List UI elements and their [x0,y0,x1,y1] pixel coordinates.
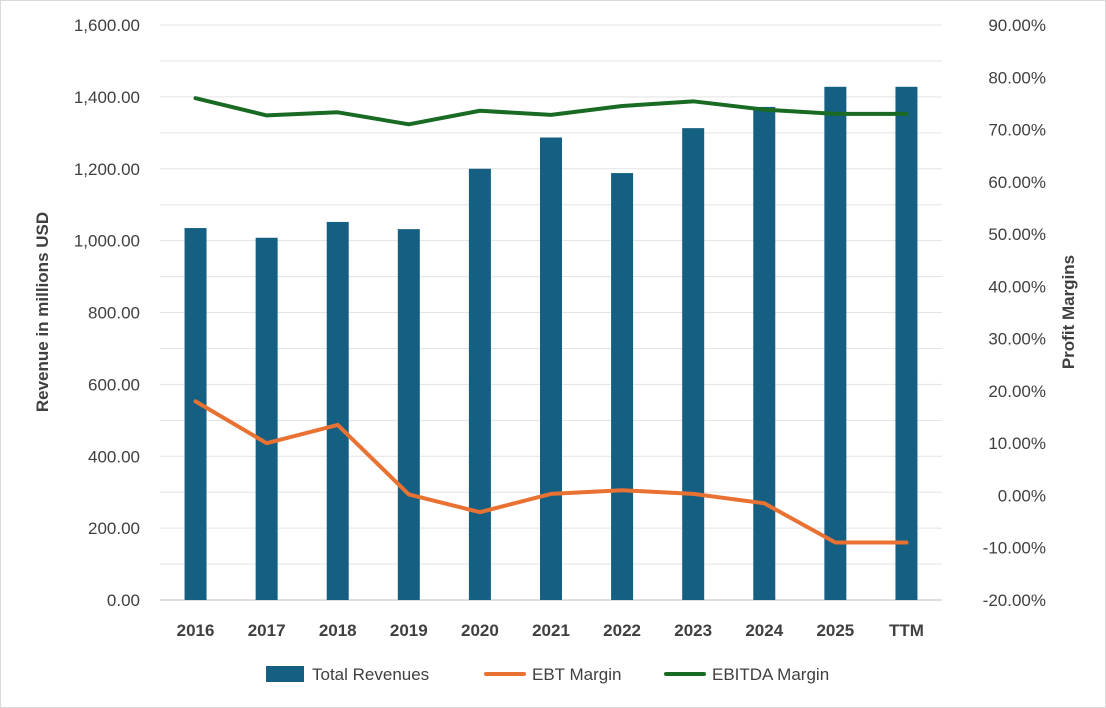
y2-tick-label: -20.00% [983,591,1046,610]
y-tick-label: 1,400.00 [74,88,140,107]
x-tick-label: 2023 [674,621,712,640]
bar-total-revenues [611,173,634,600]
y2-tick-label: 80.00% [988,68,1046,87]
x-tick-label: 2016 [177,621,215,640]
y-tick-label: 600.00 [88,375,140,394]
y2-tick-label: 40.00% [988,277,1046,296]
bar-total-revenues [824,86,847,600]
y2-tick-label: 60.00% [988,173,1046,192]
x-tick-label: 2018 [319,621,357,640]
bar-total-revenues [468,168,491,600]
y2-tick-label: 20.00% [988,382,1046,401]
y2-tick-label: 70.00% [988,121,1046,140]
bar-total-revenues [682,128,705,600]
y2-axis-title: Profit Margins [1059,255,1078,369]
x-tick-label: 2021 [532,621,570,640]
bar-total-revenues [540,137,562,600]
bar-total-revenues [326,221,349,600]
y2-tick-label: 10.00% [988,434,1046,453]
y2-tick-label: 50.00% [988,225,1046,244]
y-tick-label: 800.00 [88,304,140,323]
y-tick-label: 1,000.00 [74,232,140,251]
line-ebitda-margin [193,96,909,127]
legend-label-total-revenues: Total Revenues [312,665,429,684]
bar-total-revenues [895,86,918,600]
y2-tick-label: 90.00% [988,16,1046,35]
x-tick-label: 2019 [390,621,428,640]
x-tick-label: 2024 [745,621,783,640]
bar-total-revenues [184,228,207,600]
bar-total-revenues [753,106,776,600]
y-tick-label: 1,600.00 [74,16,140,35]
y-tick-label: 0.00 [107,591,140,610]
y2-tick-label: 0.00% [998,486,1046,505]
y-tick-label: 1,200.00 [74,160,140,179]
legend-label-ebitda-margin: EBITDA Margin [712,665,829,684]
x-tick-label: 2022 [603,621,641,640]
y-tick-label: 400.00 [88,447,140,466]
y2-tick-label: -10.00% [983,539,1046,558]
y-tick-label: 200.00 [88,519,140,538]
line-ebt-margin [193,399,909,545]
bar-total-revenues [397,229,420,600]
x-tick-label: TTM [889,621,924,640]
y-axis-title: Revenue in millions USD [33,212,52,412]
x-tick-label: 2017 [248,621,286,640]
legend-label-ebt-margin: EBT Margin [532,665,621,684]
bar-total-revenues [255,237,278,600]
x-tick-label: 2020 [461,621,499,640]
legend-swatch-total-revenues [266,666,304,682]
y2-tick-label: 30.00% [988,330,1046,349]
x-tick-label: 2025 [816,621,854,640]
